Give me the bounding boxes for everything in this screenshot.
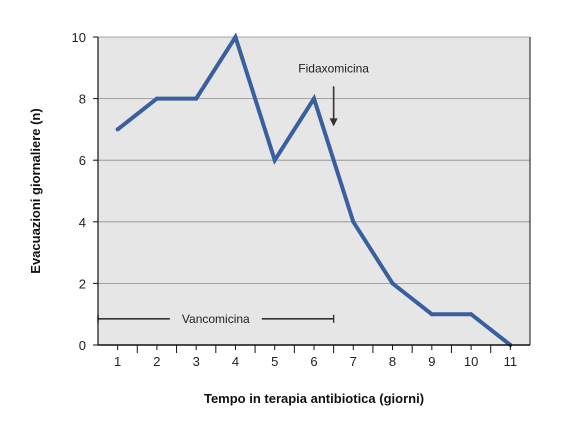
x-tick-label: 6 — [310, 354, 317, 369]
data-point — [272, 158, 277, 163]
plot-area — [98, 37, 530, 345]
x-tick-label: 3 — [193, 354, 200, 369]
annotations: Fidaxomicina Vancomicina — [97, 61, 369, 326]
data-point — [115, 127, 120, 132]
y-tick-label: 10 — [72, 30, 86, 45]
x-tick-label: 11 — [504, 354, 518, 369]
x-tick-label: 9 — [428, 354, 435, 369]
data-point — [469, 312, 474, 317]
data-point — [390, 281, 395, 286]
data-point — [154, 96, 159, 101]
y-tick-label: 2 — [79, 276, 86, 291]
y-tick-label: 6 — [79, 153, 86, 168]
data-point — [351, 219, 356, 224]
data-point — [194, 96, 199, 101]
x-tick-label: 1 — [114, 354, 121, 369]
data-point — [429, 312, 434, 317]
x-tick-label: 2 — [153, 354, 160, 369]
y-tick-label: 4 — [79, 215, 86, 230]
x-tick-label: 8 — [389, 354, 396, 369]
x-tick-label: 10 — [464, 354, 478, 369]
vancomicina-label: Vancomicina — [182, 312, 250, 326]
x-axis-title: Tempo in terapia antibiotica (giorni) — [204, 391, 424, 406]
y-tick-label: 8 — [79, 92, 86, 107]
x-tick-label: 7 — [350, 354, 357, 369]
x-tick-label: 4 — [232, 354, 239, 369]
y-tick-label: 0 — [79, 338, 86, 353]
fidaxomicina-label: Fidaxomicina — [298, 61, 369, 75]
fidaxomicina-arrowhead — [329, 118, 338, 127]
x-tick-label: 5 — [271, 354, 278, 369]
data-point — [233, 35, 238, 39]
data-point — [312, 96, 316, 101]
y-axis-title: Evacuazioni giornaliere (n) — [28, 108, 43, 273]
